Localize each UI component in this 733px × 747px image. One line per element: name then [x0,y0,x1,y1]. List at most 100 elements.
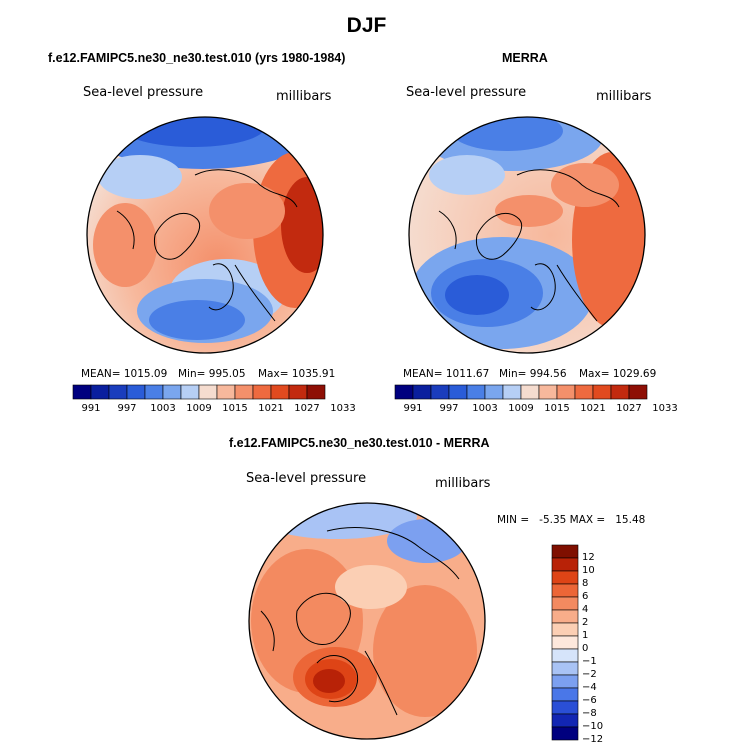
panel-2-colorbar-tick-label: 1033 [652,403,678,414]
panel-1-colorbar-box [306,384,326,400]
panel-3-colorbar-box [551,726,579,741]
panel-3-colorbar-tick-label: −10 [582,721,604,732]
panel-3-colorbar-box [551,661,579,676]
panel-2-colorbar-box [430,384,450,400]
panel-3-colorbar-tick-label: 1 [582,630,589,641]
panel-1-colorbar-tick-label: 1009 [186,403,212,414]
panel-1-high-centre [209,183,285,239]
panel-3-colorbar-box [551,700,579,715]
panel-3-colorbar-tick-label: 10 [582,565,595,576]
panel-3-colorbar-tick-label: 6 [582,591,589,602]
panel-1-low-west [98,155,182,199]
panel-1-colorbar-tick-label: 991 [81,403,101,414]
panel-3-colorbar-tick-label: −8 [582,708,597,719]
panel-3-colorbar-tick-label: 0 [582,643,589,654]
panel-1-colorbar-ticks: 991 997 1003 1009 1015 1021 1027 1033 [73,403,355,417]
panel-1-colorbar-tick-label: 1015 [222,403,248,414]
panel-1-left-label: Sea-level pressure [83,85,204,100]
panel-2-max: Max= 1029.69 [579,368,657,380]
panel-2-colorbar-box [610,384,630,400]
panel-3-colorbar-box [551,609,579,624]
panel-1-colorbar-box [198,384,218,400]
panel-3-title: f.e12.FAMIPC5.ne30_ne30.test.010 - MERRA [229,436,490,450]
panel-1-max: Max= 1035.91 [258,368,336,380]
panel-2-colorbar-box [448,384,468,400]
panel-1-colorbar-box [108,384,128,400]
main-title: DJF [346,14,387,37]
panel-3-coastline-c [316,655,359,703]
panel-2-coastline-b [516,169,620,208]
panel-1-coastline-d [234,264,276,322]
panel-2-colorbar-tick-label: 1009 [508,403,534,414]
panel-2-coastline-e [438,210,457,250]
panel-1-map [86,116,324,354]
panel-3-colorbar-box [551,674,579,689]
panel-3-neg-north-east [387,519,467,563]
panel-1-colorbar-tick-label: 1021 [258,403,284,414]
panel-1-low-south-core [149,300,245,340]
panel-1-colorbar-box [270,384,290,400]
panel-3-colorbar [551,544,579,741]
panel-2-colorbar-box [556,384,576,400]
panel-2-low-south-core [445,275,509,315]
panel-1-mean: MEAN= 1015.09 [81,368,168,380]
panel-3-coastline-b [326,527,460,580]
panel-3-colorbar-tick-label: −4 [582,682,597,693]
panel-1-low-north-core [121,117,265,147]
panel-3-colorbar-tick-label: −6 [582,695,597,706]
panel-3-colorbar-box [551,544,579,559]
panel-2-colorbar [394,384,648,400]
panel-2-right-label: millibars [596,89,652,104]
panel-3-pos-east [373,585,477,717]
panel-1-coastline-e [116,210,135,250]
panel-2-coastline-c [530,263,556,311]
panel-3-left-label: Sea-level pressure [246,471,367,486]
panel-1-coastline-b [194,169,298,208]
panel-3-weak-centre [335,565,407,609]
panel-3-colorbar-tick-label: 2 [582,617,589,628]
panel-3-colorbar-box [551,622,579,637]
panel-1-colorbar-tick-label: 1027 [294,403,320,414]
panel-2-colorbar-tick-label: 991 [403,403,423,414]
panel-2-map [408,116,646,354]
panel-2-colorbar-tick-label: 1003 [472,403,498,414]
panel-1-colorbar-box [216,384,236,400]
panel-1-right-label: millibars [276,89,332,104]
panel-1-colorbar-box [90,384,110,400]
panel-3-coastline-e [260,610,275,652]
panel-2-colorbar-box [592,384,612,400]
panel-2-colorbar-box [574,384,594,400]
panel-1-colorbar-tick-label: 997 [117,403,137,414]
panel-2-coastline-a [475,213,523,260]
panel-2-colorbar-ticks: 991 997 1003 1009 1015 1021 1027 1033 [395,403,677,417]
panel-3-colorbar-box [551,635,579,650]
panel-1-colorbar-box [162,384,182,400]
panel-3-colorbar-box [551,687,579,702]
panel-2-colorbar-tick-label: 1021 [580,403,606,414]
panel-1-colorbar-box [234,384,254,400]
panel-3-colorbar-tick-label: 8 [582,578,589,589]
panel-2-colorbar-tick-label: 1027 [616,403,642,414]
panel-3-colorbar-ticks: 12 10 8 6 4 2 1 0 −1 −2 −4 −6 −8 −10 −12 [582,545,622,745]
panel-3-colorbar-box [551,583,579,598]
panel-3-map [248,502,486,740]
panel-3-colorbar-box [551,570,579,585]
panel-1-colorbar-box [252,384,272,400]
panel-3-pos-south-west-core [313,669,345,693]
panel-1-colorbar-tick-label: 1033 [330,403,356,414]
panel-2-colorbar-box [502,384,522,400]
panel-3-colorbar-tick-label: 4 [582,604,589,615]
panel-2-colorbar-box [520,384,540,400]
panel-2-high-centre [495,195,563,227]
panel-3-map-border [248,502,486,740]
panel-3-colorbar-box [551,648,579,663]
panel-2-colorbar-box [538,384,558,400]
panel-2-coastline-d [556,264,598,322]
panel-2-map-border [408,116,646,354]
panel-2-colorbar-tick-label: 1015 [544,403,570,414]
panel-1-colorbar-tick-label: 1003 [150,403,176,414]
panel-1-coastline-a [153,213,201,260]
panel-3-min-max: MIN = -5.35 MAX = 15.48 [497,514,646,526]
panel-2-colorbar-box [412,384,432,400]
panel-2-low-north-core [451,117,563,151]
